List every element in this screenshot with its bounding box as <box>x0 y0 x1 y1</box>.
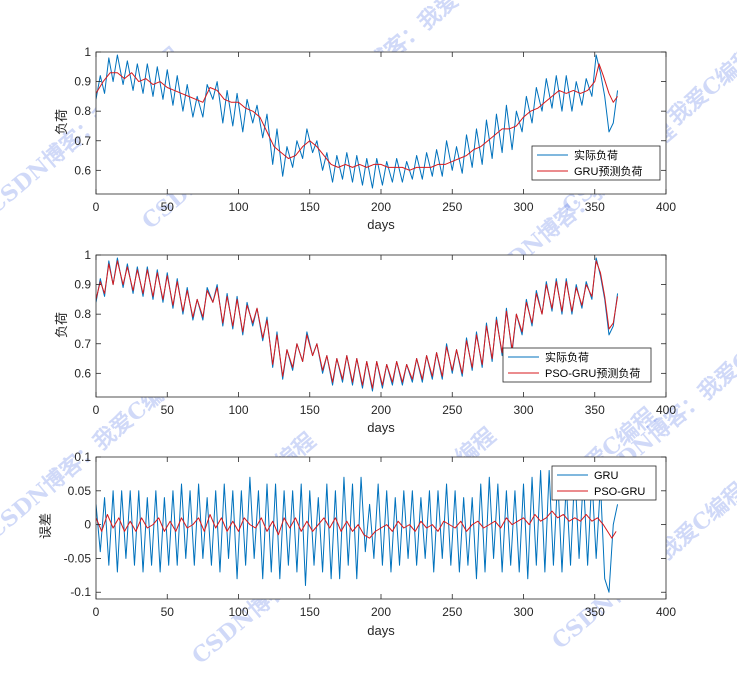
xtick-label: 400 <box>656 200 676 214</box>
xtick-label: 250 <box>442 605 462 619</box>
ytick-label: 0.7 <box>74 337 91 351</box>
xtick-label: 50 <box>161 605 175 619</box>
xtick-label: 150 <box>300 403 320 417</box>
xtick-label: 250 <box>442 403 462 417</box>
ytick-label: 0.6 <box>74 366 91 380</box>
ytick-label: -0.05 <box>64 551 92 565</box>
legend-label: 实际负荷 <box>545 350 589 364</box>
xtick-label: 400 <box>656 403 676 417</box>
legend-2: 实际负荷 PSO-GRU预测负荷 <box>502 347 652 383</box>
ytick-label: 0.9 <box>74 75 91 89</box>
ytick-label: 0.1 <box>74 450 91 464</box>
chart-panel-2: 负荷 days 0 50 100 150 200 250 300 350 400 0.6 0.7 0.… <box>54 248 676 435</box>
xtick-label: 300 <box>513 403 533 417</box>
ytick-label: 0.8 <box>74 307 91 321</box>
ytick-label: 0.9 <box>74 278 91 292</box>
xtick-label: 0 <box>93 605 100 619</box>
xtick-label: 50 <box>161 403 175 417</box>
legend-box <box>551 465 657 501</box>
chart-panel-1: 负荷 days 0 50 100 150 200 250 300 350 400 0.6 0.7 0.… <box>54 45 676 232</box>
xtick-label: 350 <box>585 403 605 417</box>
xtick-label: 0 <box>93 403 100 417</box>
xtick-label: 200 <box>371 200 391 214</box>
series-line-1-2 <box>96 63 618 171</box>
xtick-label: 300 <box>513 605 533 619</box>
xtick-label: 200 <box>371 605 391 619</box>
ytick-label: 1 <box>84 45 91 59</box>
ytick-label: 0 <box>84 518 91 532</box>
ytick-label: 0.6 <box>74 163 91 177</box>
xlabel-3: days <box>367 623 395 638</box>
ytick-label: -0.1 <box>70 585 91 599</box>
xtick-label: 150 <box>300 605 320 619</box>
ytick-label: 0.7 <box>74 134 91 148</box>
xtick-label: 100 <box>228 605 248 619</box>
chart-panel-3: 误差 days 0 50 100 150 200 250 300 350 400 -0.1 -0.0… <box>38 450 676 638</box>
legend-label: PSO-GRU预测负荷 <box>545 366 640 380</box>
xtick-label: 100 <box>228 200 248 214</box>
xtick-label: 350 <box>585 605 605 619</box>
legend-3: GRU PSO-GRU <box>551 465 657 501</box>
legend-label: 实际负荷 <box>574 148 618 162</box>
xtick-label: 250 <box>442 200 462 214</box>
xtick-label: 0 <box>93 200 100 214</box>
ylabel-3: 误差 <box>38 513 53 539</box>
legend-label: GRU预测负荷 <box>574 164 642 178</box>
legend-label: GRU <box>594 470 619 482</box>
legend-box <box>531 145 661 181</box>
ylabel-1: 负荷 <box>54 109 69 135</box>
legend-box <box>502 347 652 383</box>
legend-label: PSO-GRU <box>594 486 645 498</box>
series-line-1-1 <box>96 54 619 189</box>
legend-1: 实际负荷 GRU预测负荷 <box>531 145 661 181</box>
xtick-label: 300 <box>513 200 533 214</box>
xlabel-1: days <box>367 217 395 232</box>
xtick-label: 50 <box>161 200 175 214</box>
series-line-3-2 <box>96 510 617 539</box>
ylabel-2: 负荷 <box>54 312 69 338</box>
xtick-label: 200 <box>371 403 391 417</box>
ytick-label: 0.8 <box>74 104 91 118</box>
series-line-3-1 <box>96 470 619 593</box>
xtick-label: 350 <box>585 200 605 214</box>
ytick-label: 1 <box>84 248 91 262</box>
xtick-label: 400 <box>656 605 676 619</box>
xlabel-2: days <box>367 420 395 435</box>
xtick-label: 150 <box>300 200 320 214</box>
series-line-2-2 <box>96 260 619 389</box>
xtick-label: 100 <box>228 403 248 417</box>
ytick-label: 0.05 <box>68 484 92 498</box>
